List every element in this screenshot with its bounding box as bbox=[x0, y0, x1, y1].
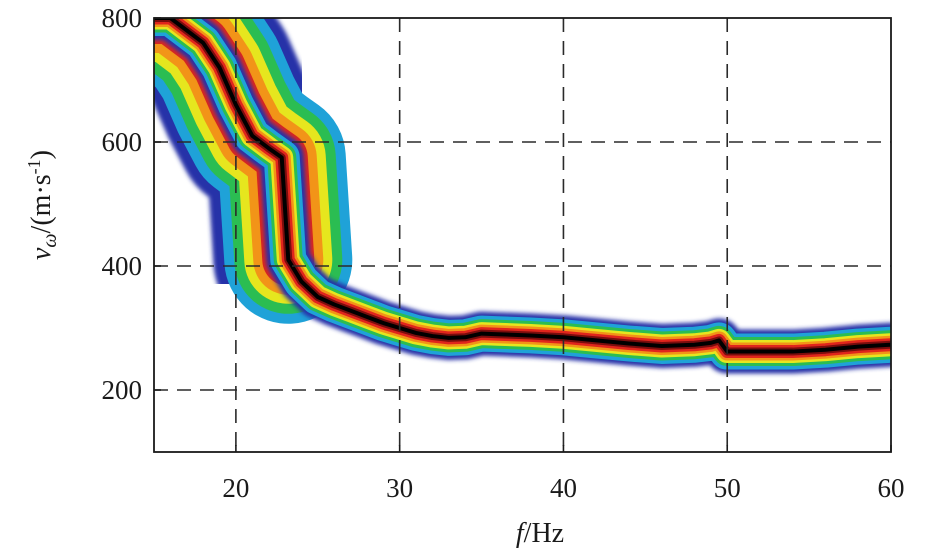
ridge-point bbox=[824, 348, 827, 351]
x-axis-label-var: f bbox=[516, 518, 527, 549]
x-tick-label-30: 30 bbox=[386, 473, 413, 503]
ridge-point bbox=[251, 135, 254, 137]
ridge-point bbox=[267, 147, 270, 149]
ridge-point bbox=[759, 350, 761, 353]
ridge-point bbox=[660, 345, 663, 347]
ridge-point bbox=[382, 322, 385, 324]
ridge-point bbox=[185, 29, 188, 32]
ridge-point bbox=[480, 332, 483, 335]
y-tick-label-200: 200 bbox=[102, 375, 143, 405]
ridge-point bbox=[218, 66, 221, 69]
y-axis-label-unit: /(m·s bbox=[26, 174, 57, 233]
ridge-point bbox=[349, 309, 352, 312]
x-axis-label: f/Hz bbox=[516, 518, 564, 549]
ridge-point bbox=[464, 336, 466, 339]
ridge-point bbox=[497, 333, 499, 336]
x-axis-label-unit: /Hz bbox=[524, 518, 564, 549]
x-ticks: 20 30 40 50 60 bbox=[222, 445, 905, 503]
ridge-point bbox=[431, 335, 434, 337]
ridge-point bbox=[300, 280, 303, 283]
ridge-point bbox=[415, 332, 417, 334]
y-axis-label-sup: -1 bbox=[24, 159, 44, 174]
y-axis-label-close: ) bbox=[26, 150, 57, 159]
x-tick-label-60: 60 bbox=[878, 473, 905, 503]
ridge-point bbox=[202, 42, 204, 44]
ridge-point bbox=[628, 342, 630, 345]
y-tick-label-800: 800 bbox=[102, 3, 143, 33]
x-tick-label-50: 50 bbox=[714, 473, 741, 503]
y-tick-label-600: 600 bbox=[102, 127, 143, 157]
y-axis-label-var: v bbox=[26, 247, 57, 260]
heatmap-ridge bbox=[154, 18, 891, 374]
ridge-point bbox=[287, 259, 290, 261]
x-tick-label-40: 40 bbox=[550, 473, 577, 503]
grid bbox=[154, 18, 891, 452]
ridge-point bbox=[316, 296, 319, 298]
plot-frame bbox=[153, 17, 892, 453]
ridge-point bbox=[595, 339, 597, 342]
ridge-point bbox=[333, 303, 335, 306]
y-axis-label-sub: ω bbox=[39, 233, 61, 247]
ridge-point bbox=[562, 336, 565, 339]
ridge-point bbox=[710, 342, 712, 344]
ridge-point bbox=[857, 345, 860, 348]
ridge-point bbox=[448, 337, 450, 339]
ridge-point bbox=[791, 350, 794, 353]
y-axis-label: vω/(m·s-1) bbox=[24, 150, 61, 260]
ridge-point bbox=[529, 334, 532, 337]
x-tick-label-20: 20 bbox=[222, 473, 249, 503]
ridge-point bbox=[718, 339, 720, 342]
ridge-point bbox=[693, 343, 696, 346]
y-tick-label-400: 400 bbox=[102, 251, 143, 281]
ridge-point bbox=[366, 316, 368, 318]
ridge-point bbox=[280, 156, 283, 159]
ridge-point bbox=[235, 104, 237, 106]
y-ticks: 200 400 600 800 bbox=[102, 3, 161, 405]
